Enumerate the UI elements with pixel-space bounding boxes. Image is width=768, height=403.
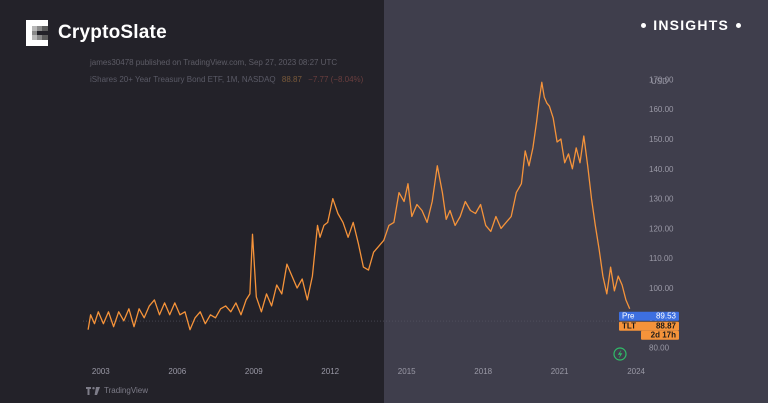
insights-label: INSIGHTS [653, 17, 729, 33]
tradingview-text: TradingView [104, 386, 149, 395]
y-tick-label: 120.00 [649, 224, 674, 233]
x-tick-label: 2024 [627, 367, 645, 376]
right-panel [384, 0, 768, 403]
lightning-icon[interactable] [613, 347, 627, 361]
published-info: james30478 published on TradingView.com,… [90, 58, 338, 67]
last-price-label: TLT [622, 322, 636, 331]
cryptoslate-logo-icon [26, 20, 48, 46]
x-tick-label: 2015 [398, 367, 416, 376]
x-tick-label: 2018 [474, 367, 492, 376]
y-tick-label: 100.00 [649, 284, 674, 293]
pre-price-value: 89.53 [656, 312, 677, 321]
y-tick-label: 170.00 [649, 75, 674, 84]
dot-icon [641, 22, 647, 28]
last-price-value: 88.87 [656, 322, 677, 331]
x-tick-label: 2012 [321, 367, 339, 376]
currency-label: USD [651, 77, 668, 86]
x-tick-label: 2003 [92, 367, 110, 376]
x-tick-label: 2009 [245, 367, 263, 376]
x-tick-label: 2006 [168, 367, 186, 376]
symbol-value: 88.87 [281, 75, 302, 84]
price-badges: Pre 89.53 TLT 88.87 2d 17h [619, 311, 679, 340]
brand-name: CryptoSlate [58, 22, 167, 43]
dot-icon [736, 22, 741, 28]
last-price-badge [619, 321, 679, 331]
y-tick-label: 130.00 [649, 195, 674, 204]
symbol-name: iShares 20+ Year Treasury Bond ETF, 1M, … [90, 75, 276, 84]
y-tick-label: 140.00 [649, 165, 674, 174]
tradingview-logo: TradingView [86, 386, 148, 395]
brand-header: CryptoSlate [26, 20, 167, 46]
countdown-badge [641, 330, 679, 340]
series-line-tlt [87, 81, 631, 331]
x-axis: 2003 2006 2009 2012 2015 2018 2021 2024 [92, 367, 646, 376]
tradingview-icon [86, 386, 100, 395]
pre-price-badge [619, 311, 679, 321]
y-tick-label: 150.00 [649, 135, 674, 144]
countdown-value: 2d 17h [651, 331, 676, 340]
symbol-legend: iShares 20+ Year Treasury Bond ETF, 1M, … [90, 75, 363, 84]
pre-price-label: Pre [622, 312, 635, 321]
y-tick-label: 80.00 [649, 344, 670, 353]
symbol-change: −7.77 (−8.04%) [308, 75, 364, 84]
x-tick-label: 2021 [551, 367, 569, 376]
insights-badge: INSIGHTS [634, 17, 748, 33]
left-panel [0, 0, 384, 403]
y-tick-label: 160.00 [649, 105, 674, 114]
y-tick-label: 110.00 [649, 254, 673, 263]
